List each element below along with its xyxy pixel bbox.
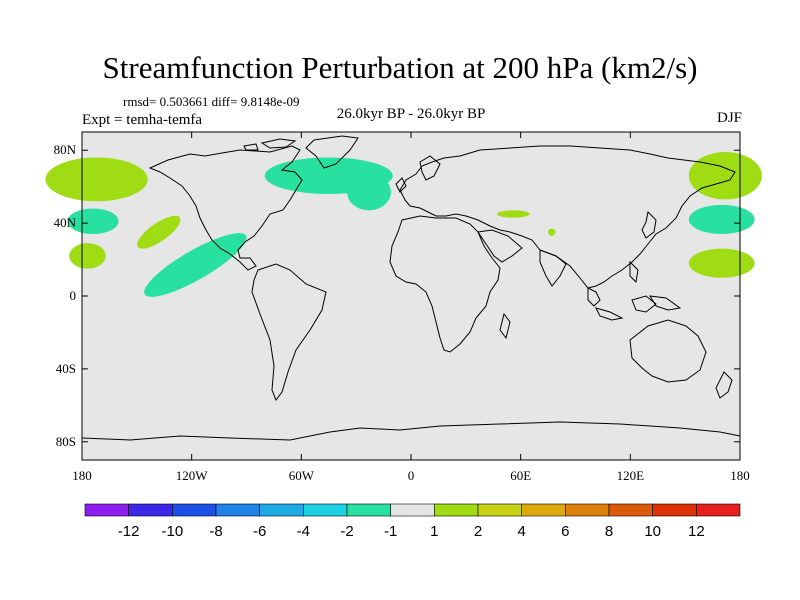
anomaly-north-pacific-east-positive bbox=[688, 152, 762, 200]
season-label: DJF bbox=[716, 110, 742, 126]
lon-tick-label: 120W bbox=[176, 468, 209, 483]
colorbar-label: 1 bbox=[430, 523, 438, 540]
north-america-coast bbox=[148, 145, 303, 271]
colorbar-swatch bbox=[172, 503, 217, 517]
anomaly-central-asia-positive-small bbox=[548, 228, 556, 236]
lat-tick-label: 40N bbox=[54, 215, 77, 230]
lon-tick-label: 180 bbox=[730, 468, 750, 483]
antarctica-coast bbox=[81, 421, 741, 441]
lat-tick-label: 0 bbox=[70, 288, 77, 303]
anomaly-north-pacific-west-positive bbox=[45, 157, 148, 202]
colorbar-swatch bbox=[652, 503, 697, 517]
colorbar-label: 6 bbox=[561, 523, 569, 540]
map-background bbox=[82, 132, 740, 460]
africa-coast bbox=[389, 215, 501, 353]
colorbar-swatch bbox=[303, 503, 348, 517]
colorbar-swatch bbox=[84, 503, 129, 517]
colorbar-label: -2 bbox=[340, 523, 353, 540]
anomaly-northeast-pacific-positive bbox=[137, 215, 181, 249]
lon-tick-label: 120E bbox=[617, 468, 645, 483]
south-america-coast bbox=[251, 263, 327, 402]
eurasia-coast bbox=[399, 145, 736, 289]
lon-tick-label: 60E bbox=[510, 468, 531, 483]
colorbar-swatch bbox=[259, 503, 304, 517]
lat-tick-label: 40S bbox=[56, 361, 76, 376]
arabia-coast bbox=[477, 229, 523, 263]
colorbar-label: -10 bbox=[161, 523, 183, 540]
colorbar-label: 12 bbox=[688, 523, 705, 540]
lat-tick-label: 80N bbox=[54, 142, 77, 157]
map-axes: 80N 40N 0 40S 80S 180 120W 60W 0 60E 120E 180 bbox=[54, 132, 750, 483]
lon-tick-label: 0 bbox=[408, 468, 415, 483]
rmsd-stats: rmsd= 0.503661 diff= 9.8148e-09 bbox=[123, 94, 300, 109]
map-frame-group: 80N 40N 0 40S 80S 180 120W 60W 0 60E 120E 180 bbox=[45, 131, 762, 483]
madagascar-coast bbox=[499, 312, 511, 340]
new-zealand-coast bbox=[715, 371, 733, 399]
arctic-islands-coast bbox=[243, 138, 297, 151]
anomaly-north-atlantic-negative-tail bbox=[347, 173, 391, 211]
greenland-coast bbox=[305, 135, 359, 169]
india-coast bbox=[539, 249, 567, 287]
experiment-label: Expt = temha-temfa bbox=[82, 112, 203, 128]
anomaly-subtropical-pacific-west-positive bbox=[69, 243, 106, 269]
period-label: 26.0kyr BP - 26.0kyr BP bbox=[336, 106, 486, 122]
japan-coast bbox=[641, 210, 657, 239]
anomaly-north-pacific-negative-east bbox=[688, 204, 755, 235]
colorbar-swatch bbox=[128, 503, 173, 517]
colorbar-label: 10 bbox=[644, 523, 661, 540]
colorbar-label: -6 bbox=[253, 523, 266, 540]
british-isles-coast bbox=[395, 155, 441, 193]
australia-coast bbox=[629, 319, 707, 383]
colorbar-label: 2 bbox=[474, 523, 482, 540]
coastlines bbox=[81, 135, 741, 441]
colorbar-label: -8 bbox=[209, 523, 222, 540]
colorbar-swatch bbox=[565, 503, 610, 517]
colorbar-label: 8 bbox=[605, 523, 613, 540]
colorbar-swatch bbox=[390, 503, 435, 517]
colorbar-swatch bbox=[346, 503, 391, 517]
colorbar: -12 -10 -8 -6 -4 -2 -1 1 2 4 6 8 10 12 bbox=[84, 503, 741, 540]
colorbar-label: -12 bbox=[118, 523, 140, 540]
colorbar-swatch bbox=[215, 503, 260, 517]
colorbar-swatch bbox=[477, 503, 522, 517]
colorbar-swatch bbox=[608, 503, 653, 517]
colorbar-swatch bbox=[434, 503, 479, 517]
colorbar-swatch bbox=[696, 503, 741, 517]
colorbar-swatch bbox=[521, 503, 566, 517]
lon-tick-label: 180 bbox=[72, 468, 92, 483]
lat-tick-label: 80S bbox=[56, 434, 76, 449]
plot-title: Streamfunction Perturbation at 200 hPa (… bbox=[102, 50, 698, 85]
southeast-asia-coast bbox=[587, 260, 682, 321]
colorbar-label: -1 bbox=[384, 523, 397, 540]
anomaly-regions bbox=[45, 152, 762, 297]
lon-tick-label: 60W bbox=[289, 468, 315, 483]
colorbar-label: -4 bbox=[297, 523, 310, 540]
anomaly-subtropical-pacific-east-positive bbox=[688, 248, 755, 278]
anomaly-central-asia-positive bbox=[496, 210, 530, 218]
colorbar-label: 4 bbox=[517, 523, 525, 540]
anomaly-north-pacific-negative-west bbox=[67, 208, 119, 235]
